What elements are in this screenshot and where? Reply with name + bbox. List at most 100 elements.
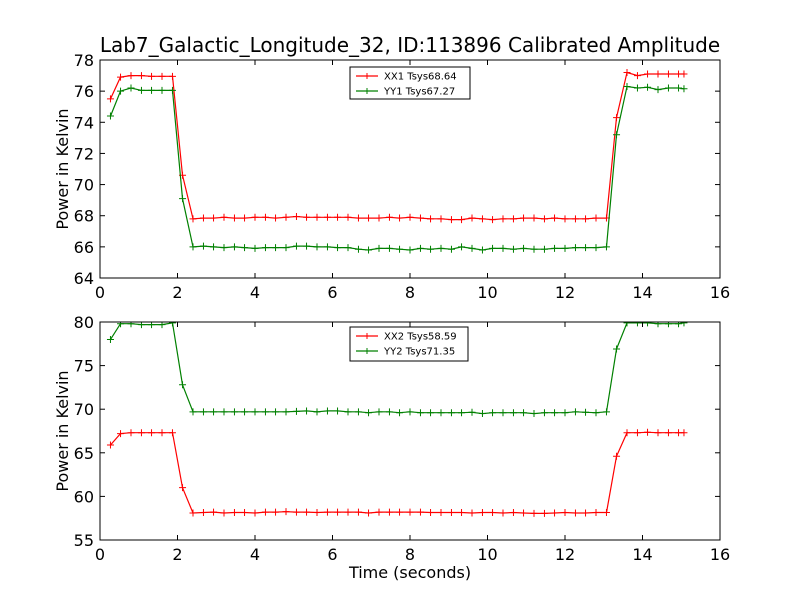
data-point (365, 246, 373, 254)
data-point (613, 345, 621, 353)
data-point (241, 408, 249, 416)
data-point (680, 85, 688, 93)
data-point (179, 484, 187, 492)
data-point (375, 508, 383, 516)
data-point (416, 244, 424, 252)
data-point (437, 244, 445, 252)
data-point (199, 408, 207, 416)
y-tick-label: 70 (74, 400, 94, 419)
data-point (613, 114, 621, 122)
legend-marker (364, 348, 370, 354)
data-point (664, 429, 672, 437)
data-point (396, 245, 404, 253)
x-tick-label: 4 (250, 545, 260, 564)
data-point (303, 242, 311, 250)
data-point (447, 509, 455, 517)
data-point (230, 214, 238, 222)
x-tick-label: 16 (710, 545, 730, 564)
data-point (489, 244, 497, 252)
data-point (623, 322, 631, 327)
data-point (148, 72, 156, 80)
data-point (354, 408, 362, 416)
y-tick-label: 68 (74, 207, 94, 226)
y-tick-label: 75 (74, 357, 94, 376)
data-point (282, 508, 290, 516)
data-point (385, 213, 393, 221)
data-point (292, 407, 300, 415)
data-point (251, 408, 259, 416)
data-point (458, 509, 466, 517)
data-point (633, 322, 641, 327)
data-point (375, 244, 383, 252)
data-point (210, 408, 218, 416)
data-point (282, 244, 290, 252)
x-tick-label: 6 (327, 545, 337, 564)
legend-label: YY1 Tsys67.27 (383, 87, 455, 98)
x-tick-label: 16 (710, 283, 730, 302)
x-tick-label: 6 (327, 283, 337, 302)
data-point (571, 244, 579, 252)
data-point (251, 509, 259, 517)
data-point (313, 509, 321, 517)
data-point (406, 246, 414, 254)
chart-title: Lab7_Galactic_Longitude_32, ID:113896 Ca… (100, 33, 720, 57)
data-point (375, 214, 383, 222)
legend-label: XX2 Tsys58.59 (384, 332, 457, 343)
data-point (179, 381, 187, 389)
data-point (654, 322, 662, 328)
data-point (644, 322, 652, 327)
data-point (127, 322, 135, 328)
data-point (303, 407, 311, 415)
data-point (334, 508, 342, 516)
data-point (117, 87, 125, 95)
legend-marker (364, 88, 370, 94)
data-point (540, 509, 548, 517)
data-point (530, 214, 538, 222)
data-point (551, 244, 559, 252)
data-point (592, 509, 600, 517)
data-point (117, 430, 125, 438)
data-point (675, 84, 683, 92)
data-point (251, 244, 259, 252)
data-point (168, 429, 176, 437)
data-point (261, 213, 269, 221)
data-point (334, 244, 342, 252)
data-point (261, 508, 269, 516)
data-point (447, 245, 455, 253)
data-point (282, 213, 290, 221)
x-tick-label: 2 (172, 545, 182, 564)
data-point (427, 245, 435, 253)
data-point (592, 409, 600, 417)
data-point (551, 409, 559, 417)
data-point (241, 509, 249, 517)
data-point (437, 215, 445, 223)
x-tick-label: 10 (477, 283, 497, 302)
data-point (458, 216, 466, 224)
data-point (303, 213, 311, 221)
y-tick-label: 65 (74, 444, 94, 463)
y-tick-label: 76 (74, 82, 94, 101)
data-point (292, 212, 300, 220)
y-axis-label: Power in Kelvin (53, 108, 72, 229)
data-point (106, 112, 114, 120)
data-point (354, 245, 362, 253)
data-point (592, 214, 600, 222)
data-point (313, 243, 321, 251)
legend-label: YY2 Tsys71.35 (383, 347, 455, 358)
data-point (561, 215, 569, 223)
data-point (137, 86, 145, 94)
data-point (623, 82, 631, 90)
data-point (664, 84, 672, 92)
y-axis-label: Power in Kelvin (53, 370, 72, 491)
data-point (561, 509, 569, 517)
data-point (644, 70, 652, 78)
data-point (158, 72, 166, 80)
data-point (520, 509, 528, 517)
data-point (272, 508, 280, 516)
data-point (354, 214, 362, 222)
data-point (241, 214, 249, 222)
data-point (189, 509, 197, 517)
data-point (365, 509, 373, 517)
data-point (313, 213, 321, 221)
data-point (210, 508, 218, 516)
